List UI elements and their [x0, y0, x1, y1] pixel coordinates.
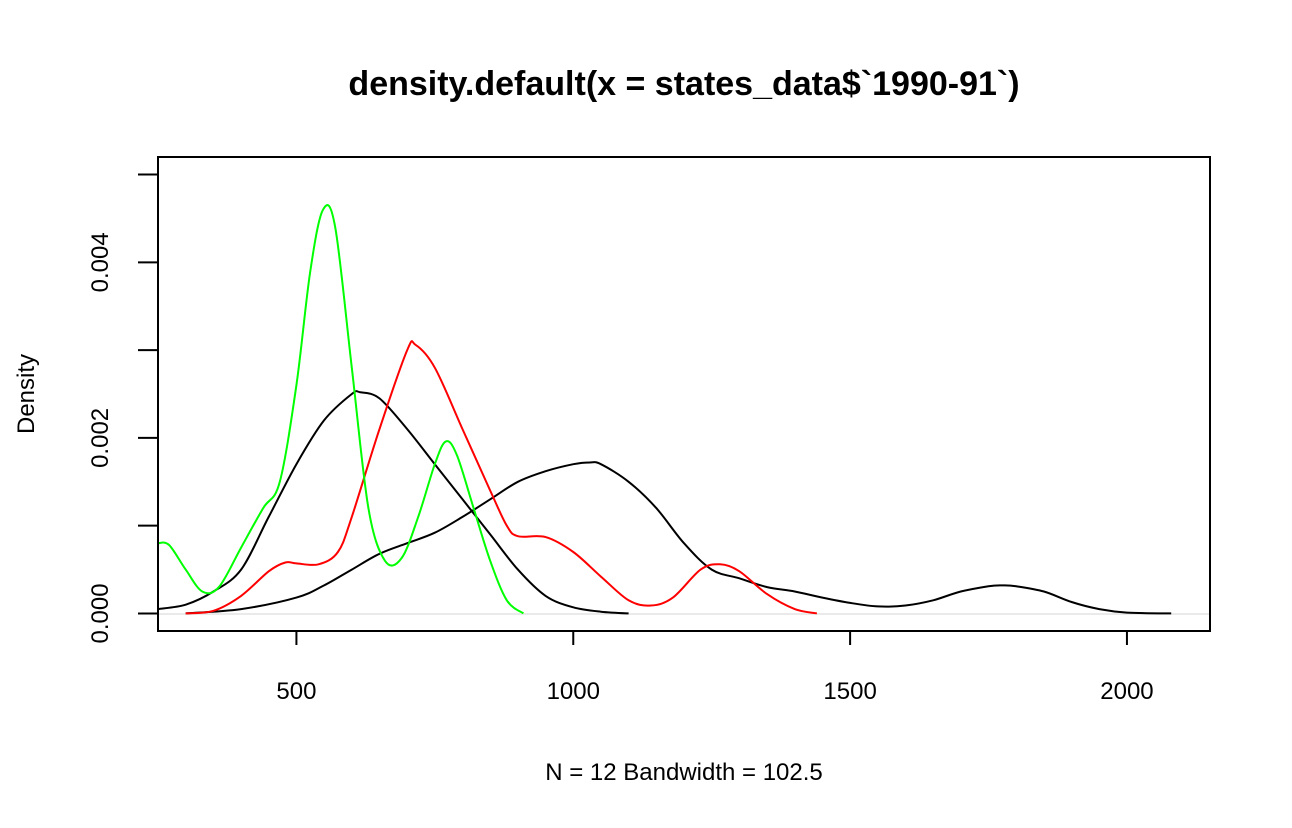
y-axis-label: Density [13, 354, 40, 434]
x-axis: 500 1000 1500 2000 [276, 631, 1154, 705]
density-curve-3 [185, 340, 818, 615]
y-tick-label: 0.004 [87, 232, 114, 292]
density-curve-2 [185, 461, 1172, 615]
x-tick-label: 1500 [823, 678, 876, 705]
y-tick-label: 0.000 [87, 583, 114, 643]
chart-title: density.default(x = states_data$`1990-91… [348, 65, 1019, 103]
series-layer [157, 204, 1172, 615]
density-curve-4 [157, 204, 525, 615]
density-curve-1 [157, 390, 629, 615]
y-tick-label: 0.002 [87, 408, 114, 468]
x-tick-label: 2000 [1100, 678, 1153, 705]
x-tick-label: 500 [276, 678, 316, 705]
y-axis: 0.000 0.002 0.004 [87, 173, 159, 643]
x-axis-label: N = 12 Bandwidth = 102.5 [545, 759, 823, 786]
x-tick-label: 1000 [547, 678, 600, 705]
plot-frame [157, 156, 1211, 632]
